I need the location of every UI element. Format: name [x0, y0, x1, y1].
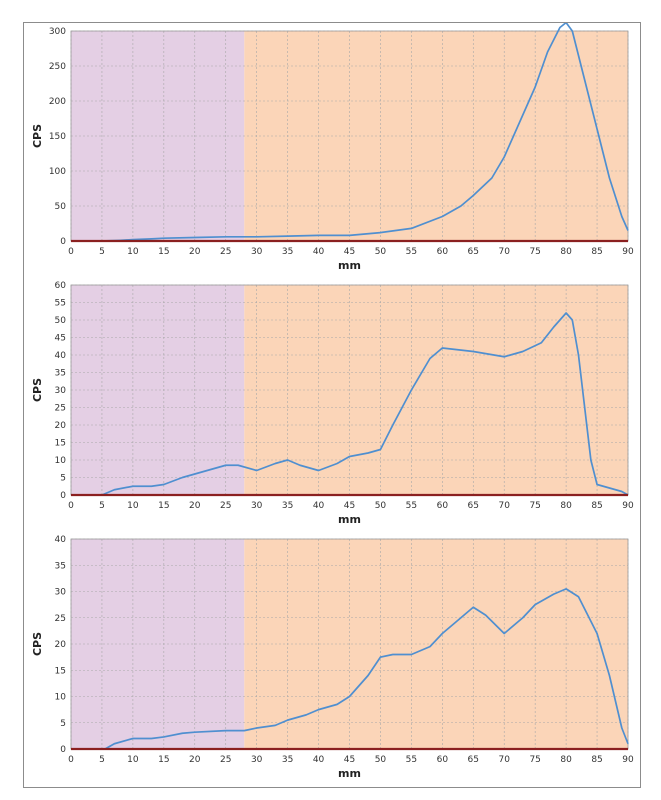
- x-tick-label: 50: [375, 755, 387, 765]
- x-tick-label: 90: [622, 247, 634, 257]
- x-tick-label: 10: [127, 247, 139, 257]
- x-tick-label: 85: [591, 247, 602, 257]
- x-tick-label: 20: [189, 501, 201, 511]
- x-tick-label: 55: [406, 247, 417, 257]
- y-tick-label: 5: [60, 719, 66, 729]
- x-tick-label: 45: [344, 501, 355, 511]
- data-line-1: [101, 312, 629, 496]
- x-tick-label: 35: [282, 247, 293, 257]
- x-tick-label: 75: [529, 247, 540, 257]
- x-tick-label: 60: [437, 247, 449, 257]
- x-tick-label: 10: [127, 501, 139, 511]
- y-tick-label: 25: [55, 404, 66, 414]
- x-tick-label: 75: [529, 755, 540, 765]
- x-tick-label: 0: [68, 247, 74, 257]
- y-tick-label: 0: [60, 237, 66, 247]
- x-tick-label: 5: [99, 755, 105, 765]
- x-tick-label: 5: [99, 501, 105, 511]
- x-tick-label: 40: [313, 501, 325, 511]
- x-tick-label: 80: [560, 501, 572, 511]
- x-tick-label: 50: [375, 247, 387, 257]
- chart-figure: 0 50 100 150 200 250 300 0 5 10 15 20 25 30 35 40 45 50 55…: [23, 22, 641, 788]
- y-axis-label: CPS: [31, 378, 44, 402]
- x-tick-label: 25: [220, 755, 231, 765]
- x-tick-label: 70: [498, 501, 510, 511]
- x-tick-label: 15: [158, 755, 169, 765]
- y-tick-label: 50: [55, 316, 67, 326]
- y-tick-label: 35: [55, 369, 66, 379]
- x-tick-label: 45: [344, 247, 355, 257]
- y-tick-label: 10: [55, 456, 67, 466]
- x-tick-label: 60: [437, 755, 449, 765]
- y-tick-label: 35: [55, 561, 66, 571]
- x-tick-label: 85: [591, 755, 602, 765]
- y-tick-label: 0: [60, 491, 66, 501]
- y-tick-label: 55: [55, 299, 66, 309]
- x-tick-label: 25: [220, 501, 231, 511]
- x-tick-label: 50: [375, 501, 387, 511]
- x-tick-label: 30: [251, 247, 263, 257]
- y-tick-label: 20: [55, 640, 67, 650]
- x-tick-label: 40: [313, 247, 325, 257]
- x-tick-label: 10: [127, 755, 139, 765]
- y-tick-label: 20: [55, 421, 67, 431]
- y-tick-label: 45: [55, 334, 66, 344]
- x-tick-label: 25: [220, 247, 231, 257]
- y-tick-label: 15: [55, 666, 66, 676]
- x-tick-label: 35: [282, 755, 293, 765]
- x-tick-label: 80: [560, 247, 572, 257]
- y-tick-label: 150: [49, 132, 66, 142]
- y-tick-label: 50: [55, 202, 67, 212]
- data-line-1: [101, 23, 629, 242]
- y-tick-label: 250: [49, 62, 66, 72]
- x-tick-label: 70: [498, 755, 510, 765]
- y-tick-label: 10: [55, 693, 67, 703]
- data-line-1: [104, 588, 629, 750]
- cps-chart-3: 0 5 10 15 20 25 30 35 40 0 5 10 15 20 25 30 35 40 45 50 55 60…: [31, 535, 634, 780]
- x-tick-label: 40: [313, 755, 325, 765]
- x-tick-label: 5: [99, 247, 105, 257]
- x-tick-label: 65: [468, 755, 479, 765]
- x-tick-label: 85: [591, 501, 602, 511]
- x-tick-label: 30: [251, 501, 263, 511]
- x-tick-label: 20: [189, 247, 201, 257]
- y-tick-label: 15: [55, 439, 66, 449]
- y-tick-label: 200: [49, 97, 66, 107]
- y-axis-label: CPS: [31, 124, 44, 148]
- y-tick-label: 25: [55, 614, 66, 624]
- y-axis-label: CPS: [31, 632, 44, 656]
- cps-chart-1: 0 50 100 150 200 250 300 0 5 10 15 20 25 30 35 40 45 50 55…: [31, 23, 634, 272]
- x-tick-label: 35: [282, 501, 293, 511]
- x-tick-label: 15: [158, 247, 169, 257]
- x-tick-label: 55: [406, 755, 417, 765]
- y-tick-label: 100: [49, 167, 66, 177]
- x-tick-label: 75: [529, 501, 540, 511]
- x-tick-label: 0: [68, 755, 74, 765]
- x-axis-label: mm: [338, 259, 361, 272]
- x-tick-label: 65: [468, 247, 479, 257]
- x-tick-label: 0: [68, 501, 74, 511]
- x-tick-label: 80: [560, 755, 572, 765]
- y-tick-label: 30: [55, 588, 67, 598]
- x-tick-label: 65: [468, 501, 479, 511]
- x-tick-label: 90: [622, 755, 634, 765]
- y-tick-label: 5: [60, 474, 66, 484]
- y-tick-label: 0: [60, 745, 66, 755]
- y-tick-label: 40: [55, 535, 67, 545]
- x-tick-label: 20: [189, 755, 201, 765]
- x-tick-label: 30: [251, 755, 263, 765]
- x-tick-label: 70: [498, 247, 510, 257]
- x-tick-label: 60: [437, 501, 449, 511]
- x-tick-label: 90: [622, 501, 634, 511]
- x-axis-label: mm: [338, 767, 361, 780]
- y-tick-label: 60: [55, 281, 67, 291]
- x-tick-label: 55: [406, 501, 417, 511]
- x-tick-label: 45: [344, 755, 355, 765]
- x-axis-label: mm: [338, 513, 361, 526]
- x-tick-label: 15: [158, 501, 169, 511]
- y-tick-label: 40: [55, 351, 67, 361]
- y-tick-label: 300: [49, 27, 66, 37]
- y-tick-label: 30: [55, 386, 67, 396]
- cps-chart-2: 0 5 10 15 20 25 30 35 40 45 50 55 60 0 5 10 15 20 25 30 35 40…: [31, 281, 634, 526]
